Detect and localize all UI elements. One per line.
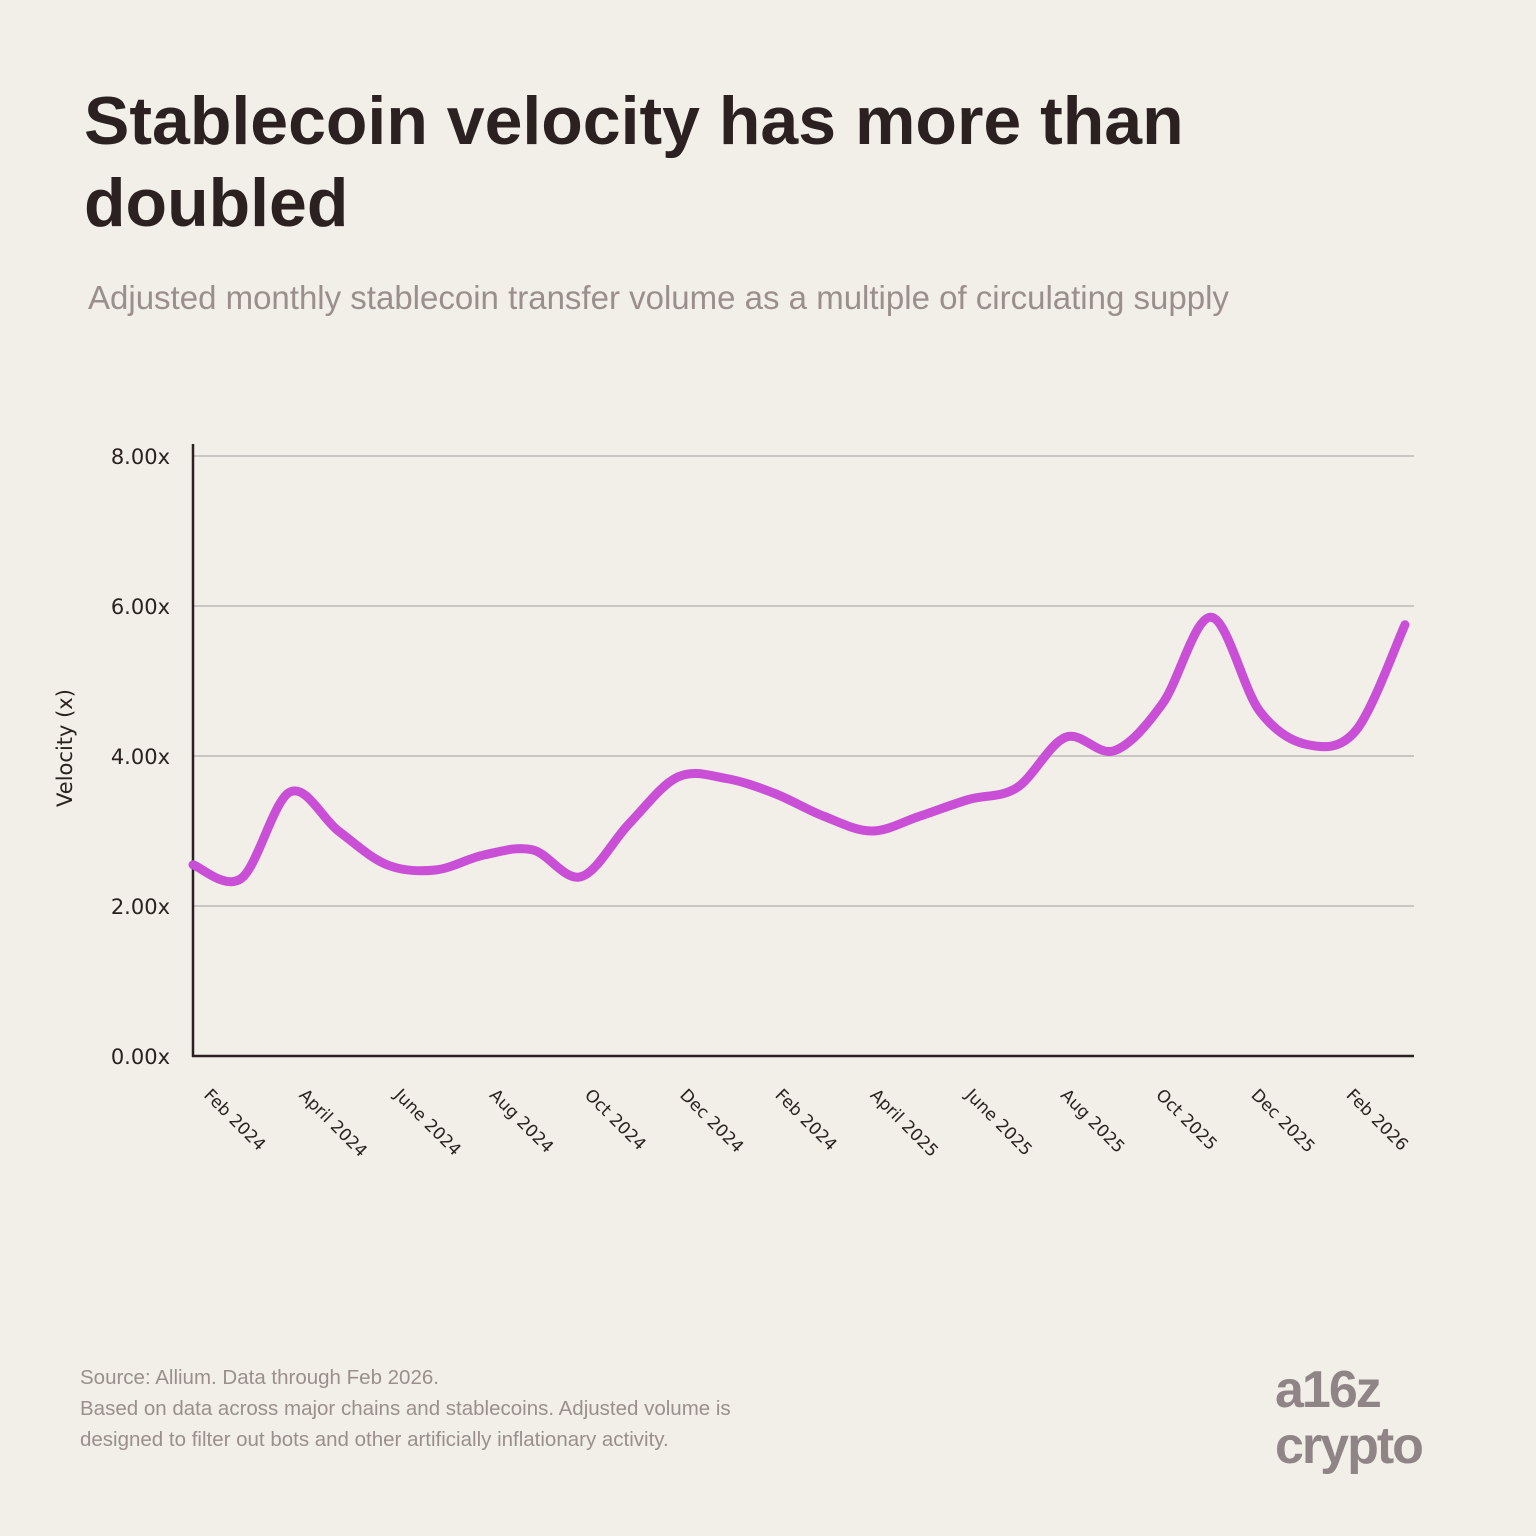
- x-tick-label: Dec 2024: [675, 1085, 747, 1157]
- x-tick-label: June 2025: [960, 1085, 1035, 1160]
- y-tick-label: 2.00x: [111, 895, 170, 919]
- source-line: designed to filter out bots and other ar…: [80, 1428, 669, 1451]
- x-tick-label: Oct 2025: [1151, 1085, 1220, 1154]
- x-tick-label: Feb 2024: [771, 1085, 841, 1155]
- logo-line: crypto: [1275, 1417, 1424, 1475]
- x-tick-label: Dec 2025: [1247, 1085, 1319, 1157]
- y-tick-label: 8.00x: [111, 445, 170, 469]
- logo-line: a16z: [1275, 1361, 1382, 1419]
- x-tick-label: Oct 2024: [580, 1085, 649, 1154]
- x-tick-label: Feb 2026: [1342, 1085, 1412, 1155]
- y-tick-label: 0.00x: [111, 1045, 170, 1069]
- chart-subtitle: Adjusted monthly stablecoin transfer vol…: [88, 279, 1229, 316]
- y-tick-label: 4.00x: [111, 745, 170, 769]
- x-tick-label: April 2024: [295, 1085, 371, 1161]
- source-line: Source: Allium. Data through Feb 2026.: [80, 1366, 439, 1389]
- velocity-line: [188, 612, 1410, 887]
- source-line: Based on data across major chains and st…: [80, 1397, 731, 1420]
- x-tick-label: April 2025: [866, 1085, 942, 1161]
- x-tick-label: Feb 2024: [199, 1085, 269, 1155]
- y-tick-label: 6.00x: [111, 595, 170, 619]
- chart-header: Stablecoin velocity has more than double…: [84, 80, 1484, 318]
- a16z-crypto-logo: a16z crypto: [1275, 1361, 1424, 1475]
- x-tick-label: Aug 2024: [485, 1085, 557, 1157]
- y-axis-label: Velocity (x): [53, 689, 77, 807]
- x-tick-label: June 2024: [389, 1085, 464, 1160]
- chart-title: Stablecoin velocity has more than double…: [84, 83, 1184, 241]
- x-tick-label: Aug 2025: [1056, 1085, 1128, 1157]
- source-note: Source: Allium. Data through Feb 2026. B…: [80, 1362, 980, 1455]
